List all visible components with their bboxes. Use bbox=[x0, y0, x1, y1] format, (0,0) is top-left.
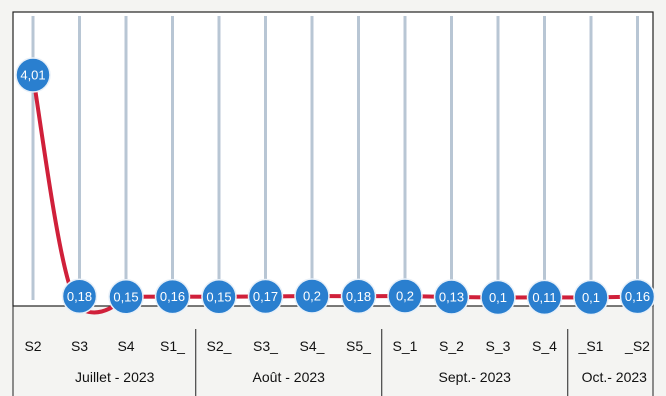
data-point-marker bbox=[247, 278, 284, 315]
data-point: 0,1 bbox=[480, 279, 516, 316]
data-point: 0,18 bbox=[61, 278, 98, 315]
data-point: 0,13 bbox=[433, 279, 470, 315]
data-point: 0,17 bbox=[247, 278, 284, 315]
data-point: 0,1 bbox=[573, 279, 609, 316]
data-label: 0,2 bbox=[396, 289, 414, 304]
data-point: 4,01 bbox=[15, 57, 51, 93]
data-point: 0,11 bbox=[526, 279, 563, 316]
data-point: 0,2 bbox=[387, 278, 423, 314]
data-point-marker bbox=[294, 278, 330, 314]
data-label: 0,2 bbox=[303, 289, 321, 304]
data-point-marker bbox=[433, 279, 470, 315]
x-tick-label: S3_ bbox=[253, 338, 278, 354]
x-group-label: Juillet - 2023 bbox=[75, 369, 155, 385]
data-label: 0,18 bbox=[67, 289, 92, 304]
data-label: 0,15 bbox=[206, 289, 231, 304]
x-tick-label: S5_ bbox=[346, 338, 371, 354]
x-axis: S2 S3 S4 S1_ S2_ S3_ S4_ S5_ S_1 S_2 S_3 S_4 _S1 _S2 J… bbox=[12, 306, 654, 396]
data-label: 0,11 bbox=[532, 290, 556, 305]
x-tick-label: S3 bbox=[71, 338, 88, 354]
plot-frame bbox=[12, 11, 654, 307]
data-label: 0,15 bbox=[113, 289, 138, 304]
data-point: 0,16 bbox=[154, 278, 191, 315]
data-label: 0,1 bbox=[582, 290, 600, 305]
x-tick-label: S_1 bbox=[393, 338, 418, 354]
data-label: 4,01 bbox=[20, 68, 45, 83]
data-points: 4,01 0,18 0,15 0,16 0,15 0,17 0,2 0,18 0,2 0,13 0,… bbox=[15, 57, 656, 316]
data-point-marker bbox=[387, 278, 423, 314]
data-point-marker bbox=[15, 57, 51, 93]
data-label: 0,16 bbox=[160, 289, 185, 304]
data-point-marker bbox=[480, 279, 516, 316]
data-point-marker bbox=[340, 278, 377, 315]
data-label: 0,16 bbox=[625, 289, 650, 304]
x-tick-label: S_3 bbox=[486, 338, 511, 354]
x-tick-label: _S1 bbox=[578, 338, 604, 354]
data-label: 0,13 bbox=[439, 290, 464, 305]
x-tick-label: _S2 bbox=[624, 338, 650, 354]
data-point: 0,18 bbox=[340, 278, 377, 315]
data-point-marker bbox=[108, 279, 144, 315]
gridlines bbox=[31, 16, 639, 300]
data-point: 0,2 bbox=[294, 278, 330, 314]
x-group-label: Sept.- 2023 bbox=[439, 369, 512, 385]
data-point-marker bbox=[619, 278, 656, 315]
x-tick-label: S2_ bbox=[207, 338, 232, 354]
data-point-marker bbox=[61, 278, 98, 315]
data-point-marker bbox=[573, 279, 609, 316]
x-tick-label: S4 bbox=[117, 338, 134, 354]
data-point: 0,15 bbox=[201, 279, 237, 315]
data-point-marker bbox=[154, 278, 191, 315]
x-tick-label: S4_ bbox=[300, 338, 325, 354]
data-label: 0,1 bbox=[489, 290, 507, 305]
data-point-marker bbox=[526, 279, 563, 316]
data-point: 0,16 bbox=[619, 278, 656, 315]
data-point: 0,15 bbox=[108, 279, 144, 315]
x-tick-label: S_2 bbox=[439, 338, 464, 354]
x-group-label: Oct.- 2023 bbox=[582, 369, 648, 385]
x-group-label: Août - 2023 bbox=[253, 369, 326, 385]
data-label: 0,17 bbox=[253, 289, 278, 304]
x-tick-label: S_4 bbox=[532, 338, 557, 354]
x-tick-label: S2 bbox=[24, 338, 41, 354]
data-label: 0,18 bbox=[346, 289, 371, 304]
x-tick-label: S1_ bbox=[160, 338, 185, 354]
data-point-marker bbox=[201, 279, 237, 315]
